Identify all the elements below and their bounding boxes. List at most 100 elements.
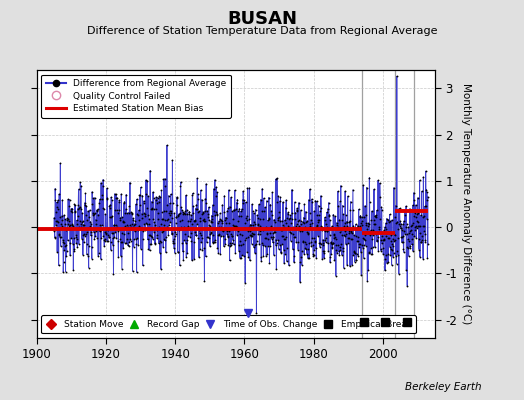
Point bbox=[77, 182, 85, 189]
Point bbox=[363, 226, 371, 232]
Point bbox=[135, 192, 144, 198]
Point bbox=[70, 246, 78, 252]
Point bbox=[147, 233, 155, 239]
Point bbox=[209, 239, 217, 246]
Point bbox=[220, 208, 228, 215]
Point bbox=[200, 216, 208, 222]
Point bbox=[141, 226, 150, 232]
Point bbox=[329, 211, 337, 218]
Point bbox=[331, 224, 340, 231]
Point bbox=[118, 214, 127, 220]
Point bbox=[284, 209, 292, 216]
Point bbox=[180, 224, 189, 230]
Point bbox=[398, 227, 406, 233]
Point bbox=[292, 225, 300, 231]
Point bbox=[155, 198, 163, 205]
Point bbox=[324, 248, 333, 254]
Point bbox=[396, 205, 404, 212]
Point bbox=[79, 232, 88, 238]
Point bbox=[364, 267, 373, 273]
Point bbox=[228, 236, 237, 243]
Point bbox=[409, 220, 418, 226]
Point bbox=[80, 230, 88, 237]
Point bbox=[158, 228, 167, 234]
Point bbox=[84, 208, 92, 214]
Point bbox=[385, 230, 393, 236]
Point bbox=[269, 252, 278, 258]
Point bbox=[348, 236, 356, 242]
Point bbox=[68, 206, 77, 212]
Point bbox=[57, 217, 66, 224]
Point bbox=[91, 216, 100, 223]
Point bbox=[110, 234, 118, 240]
Point bbox=[243, 249, 252, 256]
Point bbox=[155, 240, 163, 247]
Point bbox=[279, 246, 288, 253]
Point bbox=[316, 241, 325, 248]
Point bbox=[71, 208, 79, 214]
Point bbox=[184, 233, 192, 239]
Point bbox=[381, 267, 389, 274]
Point bbox=[155, 193, 163, 199]
Point bbox=[128, 210, 136, 217]
Point bbox=[211, 237, 220, 244]
Point bbox=[268, 189, 277, 196]
Point bbox=[152, 227, 161, 233]
Point bbox=[349, 252, 357, 258]
Point bbox=[301, 240, 310, 247]
Point bbox=[189, 190, 197, 197]
Point bbox=[122, 239, 130, 246]
Point bbox=[342, 218, 351, 225]
Point bbox=[260, 226, 268, 232]
Point bbox=[323, 224, 331, 231]
Point bbox=[236, 254, 244, 261]
Point bbox=[390, 231, 399, 237]
Point bbox=[63, 237, 72, 244]
Point bbox=[79, 218, 87, 224]
Point bbox=[396, 218, 405, 224]
Point bbox=[326, 254, 334, 261]
Point bbox=[132, 236, 140, 242]
Point bbox=[270, 216, 278, 223]
Point bbox=[364, 249, 373, 255]
Point bbox=[375, 229, 384, 236]
Point bbox=[300, 201, 309, 207]
Point bbox=[355, 206, 363, 212]
Point bbox=[376, 180, 384, 186]
Point bbox=[51, 186, 59, 192]
Point bbox=[107, 197, 116, 204]
Point bbox=[201, 218, 209, 224]
Point bbox=[266, 201, 275, 208]
Point bbox=[406, 243, 414, 250]
Point bbox=[404, 244, 412, 251]
Point bbox=[70, 201, 79, 207]
Point bbox=[60, 212, 68, 218]
Point bbox=[82, 231, 90, 238]
Point bbox=[279, 222, 287, 228]
Point bbox=[336, 247, 345, 253]
Point bbox=[402, 220, 411, 227]
Point bbox=[139, 228, 147, 234]
Point bbox=[333, 250, 342, 256]
Point bbox=[343, 223, 351, 229]
Point bbox=[382, 226, 390, 232]
Point bbox=[247, 232, 255, 239]
Point bbox=[356, 222, 364, 229]
Point bbox=[275, 214, 283, 220]
Point bbox=[188, 257, 196, 264]
Point bbox=[173, 202, 181, 209]
Point bbox=[392, 220, 400, 226]
Point bbox=[354, 238, 362, 244]
Point bbox=[345, 218, 354, 224]
Point bbox=[240, 197, 248, 204]
Point bbox=[72, 236, 81, 242]
Point bbox=[319, 242, 327, 248]
Point bbox=[65, 203, 73, 209]
Point bbox=[123, 235, 131, 242]
Point bbox=[303, 250, 311, 257]
Point bbox=[88, 201, 96, 208]
Point bbox=[245, 185, 254, 191]
Point bbox=[254, 230, 263, 237]
Point bbox=[139, 200, 148, 206]
Point bbox=[190, 218, 198, 224]
